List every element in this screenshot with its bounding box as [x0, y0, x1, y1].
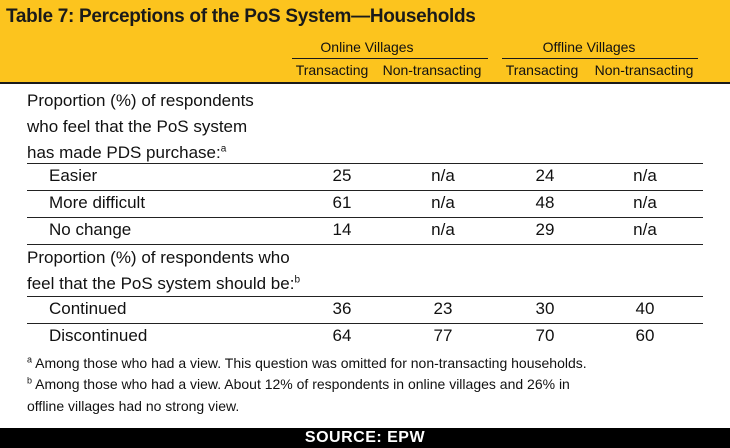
col-offline-transacting: Transacting — [505, 62, 579, 78]
cell: 29 — [535, 220, 555, 239]
cell: 61 — [332, 193, 352, 212]
cell: n/a — [633, 166, 657, 185]
col-offline-non-transacting: Non-transacting — [594, 62, 694, 78]
group-online-underline — [292, 58, 488, 59]
section-1-question: Proportion (%) of respondents who feel t… — [27, 88, 254, 166]
table-header: Table 7: Perceptions of the PoS System—H… — [0, 0, 730, 84]
cell: 14 — [332, 220, 352, 239]
table-row: Continued 36 23 30 40 — [27, 296, 703, 324]
section-1-note-mark: a — [220, 143, 227, 155]
footnote-b-text: Among those who had a view. About 12% of… — [35, 376, 570, 392]
col-online-transacting: Transacting — [295, 62, 369, 78]
section-2-line-1: Proportion (%) of respondents who — [27, 248, 290, 267]
footnote-a-mark: a — [27, 354, 33, 365]
footnote-b: b Among those who had a view. About 12% … — [27, 375, 717, 394]
table-row: No change 14 n/a 29 n/a — [27, 217, 703, 245]
source-label: SOURCE: EPW — [304, 429, 426, 446]
cell: 36 — [332, 299, 352, 318]
source-bar: SOURCE: EPW — [0, 428, 730, 448]
row-rule — [27, 163, 703, 164]
table-title: Table 7: Perceptions of the PoS System—H… — [6, 6, 476, 27]
row-rule — [27, 217, 703, 218]
footnote-a: a Among those who had a view. This quest… — [27, 354, 717, 373]
cell: n/a — [431, 166, 455, 185]
section-1-line-3-wrap: has made PDS purchase:a — [27, 140, 254, 166]
section-2-line-2: feel that the PoS system should be: — [27, 274, 295, 293]
footnote-a-text: Among those who had a view. This questio… — [35, 355, 587, 371]
section-1-line-1: Proportion (%) of respondents — [27, 91, 254, 110]
row-rule — [27, 190, 703, 191]
row-rule — [27, 323, 703, 324]
group-offline-underline — [502, 58, 698, 59]
row-rule — [27, 296, 703, 297]
row-label: Easier — [49, 166, 98, 185]
table-row: More difficult 61 n/a 48 n/a — [27, 190, 703, 218]
row-rule — [27, 244, 703, 245]
cell: 60 — [635, 326, 655, 345]
cell: 25 — [332, 166, 352, 185]
cell: 30 — [535, 299, 555, 318]
cell: 48 — [535, 193, 555, 212]
section-2-question: Proportion (%) of respondents who feel t… — [27, 245, 300, 297]
section-2-line-2-wrap: feel that the PoS system should be:b — [27, 271, 300, 297]
row-label: Discontinued — [49, 326, 148, 345]
footnote-b-continued: offline villages had no strong view. — [27, 398, 240, 414]
group-online-villages: Online Villages — [320, 39, 414, 55]
cell: n/a — [431, 220, 455, 239]
section-2-note-mark: b — [294, 274, 300, 286]
cell: n/a — [633, 193, 657, 212]
row-label: More difficult — [49, 193, 146, 212]
group-offline-villages: Offline Villages — [542, 39, 636, 55]
header-rule — [0, 82, 730, 84]
cell: 70 — [535, 326, 555, 345]
row-label: No change — [49, 220, 132, 239]
cell: 24 — [535, 166, 555, 185]
cell: n/a — [431, 193, 455, 212]
footnote-b-mark: b — [27, 375, 33, 386]
cell: 40 — [635, 299, 655, 318]
section-1-line-3: has made PDS purchase: — [27, 143, 221, 162]
cell: 23 — [433, 299, 453, 318]
cell: 64 — [332, 326, 352, 345]
table-row: Discontinued 64 77 70 60 — [27, 323, 703, 351]
section-1-line-2: who feel that the PoS system — [27, 117, 248, 136]
row-label: Continued — [49, 299, 127, 318]
col-online-non-transacting: Non-transacting — [382, 62, 482, 78]
table-row: Easier 25 n/a 24 n/a — [27, 163, 703, 191]
cell: 77 — [433, 326, 453, 345]
cell: n/a — [633, 220, 657, 239]
